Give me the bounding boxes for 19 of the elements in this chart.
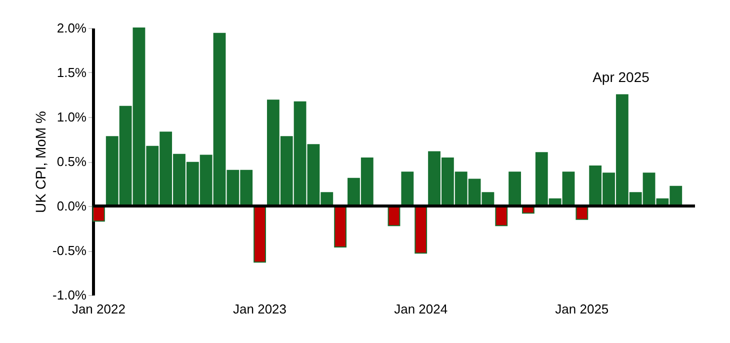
x-tick-label: Jan 2022 xyxy=(72,302,126,316)
y-tick-label: 1.0% xyxy=(56,110,87,124)
y-tick-label: -1.0% xyxy=(52,288,87,302)
bar xyxy=(254,206,266,263)
y-tick-label: 0.5% xyxy=(56,154,87,169)
y-tick-label: -0.5% xyxy=(52,243,87,258)
bar xyxy=(401,172,414,206)
bar xyxy=(414,206,428,254)
x-tick-label: Jan 2023 xyxy=(233,302,287,316)
bar xyxy=(495,206,508,226)
annotation: Apr 2025 xyxy=(592,69,650,85)
y-tick-label: 2.0% xyxy=(56,20,87,36)
x-tick-label: Jan 2025 xyxy=(555,302,609,316)
y-tick-label: 1.5% xyxy=(56,65,87,80)
x-tick-label: Jan 2024 xyxy=(394,302,448,316)
y-tick-label: 0.0% xyxy=(56,198,87,214)
y-axis-title: UK CPI, MoM % xyxy=(32,111,49,213)
bar xyxy=(508,172,522,206)
bar xyxy=(334,206,347,248)
